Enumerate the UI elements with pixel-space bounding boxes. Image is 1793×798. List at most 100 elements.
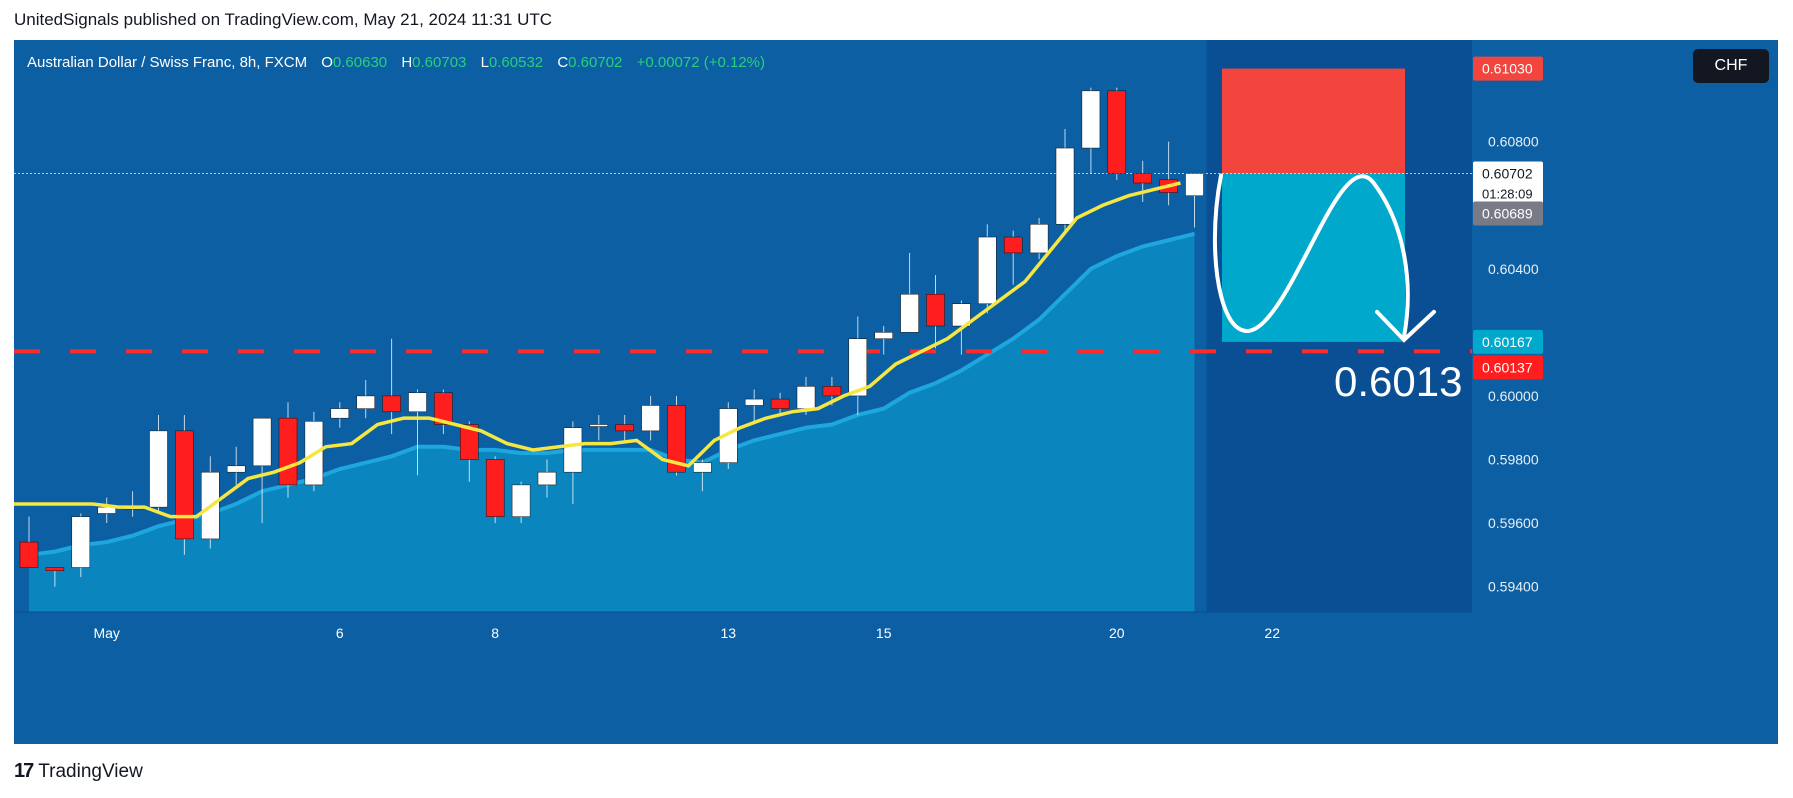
stop-loss-zone [1222,68,1405,174]
x-tick-label: 8 [491,625,499,641]
projection-curve-arrow [1212,173,1410,339]
secondary-price-tag: 0.60689 [1473,201,1543,226]
price-chart[interactable]: 0.6013 0.59400 0.59600 0.59800 0.60000 0.6040… [14,40,1778,744]
symbol-title[interactable]: Australian Dollar / Swiss Franc, 8h, FXC… [27,54,308,71]
stop-price-tag-text: 0.61030 [1482,61,1533,77]
take-profit-zone [1222,173,1405,342]
candle [382,338,401,435]
candle [1029,217,1049,260]
candle [848,316,868,415]
candle [434,389,453,435]
candle-body [434,392,453,425]
candle [770,392,790,415]
secondary-price-tag-bg [1473,201,1543,226]
stop-price-tag: 0.61030 [1473,56,1543,81]
candle-body [252,417,272,467]
candle [978,224,997,314]
countdown-text: 01:28:09 [1482,186,1533,201]
candle-body [822,386,842,397]
candle-body [693,462,712,473]
candle-body [952,303,971,327]
target-line-tag: 0.60137 [1473,355,1543,380]
currency-button[interactable]: CHF [1693,49,1769,83]
candle-body [71,516,91,568]
close-label: C [557,54,569,71]
x-tick-label: 15 [876,625,892,641]
candle [667,395,686,476]
candle [744,389,764,422]
candle [537,459,557,498]
candle [175,414,194,555]
candle [589,414,609,441]
candle-body [45,567,65,571]
symbol-legend: Australian Dollar / Swiss Franc, 8h, FXC… [27,54,765,71]
candle-body [874,332,893,339]
candle [408,389,427,476]
x-tick-label: 22 [1264,625,1280,641]
candle [123,491,142,517]
target-line-text: 0.60137 [1482,359,1533,375]
candle-body [408,392,427,413]
candle-body [460,424,479,460]
candle [1003,230,1023,285]
candle-body [382,395,401,413]
candle [485,456,505,524]
open-label: O [321,54,333,71]
candle-body [19,541,39,568]
high-value: 0.60703 [412,54,467,71]
candle-body [796,386,816,409]
target-zone-tag-text: 0.60167 [1482,334,1533,350]
stop-price-tag-bg [1473,56,1543,81]
candle [330,402,350,428]
candle-body [1185,173,1204,196]
y-tick-label: 0.60400 [1488,261,1539,277]
candle-body [978,236,997,305]
candle [149,414,168,514]
candle [693,459,712,492]
candle-body [330,408,350,419]
candle-body [1029,224,1049,254]
candle-body [615,424,634,432]
candle-body [848,338,868,397]
footer-brand: 17 TradingView [14,760,143,783]
candle-body [1081,90,1101,149]
candle [1133,160,1152,203]
candle-body [1055,147,1075,225]
x-tick-label: May [93,625,119,641]
candle-body [537,471,557,486]
open-value: 0.60630 [332,54,388,71]
y-tick-label: 0.60800 [1488,134,1539,150]
candle [719,402,738,469]
candle [71,513,91,578]
last-price-text: 0.60702 [1482,165,1533,181]
last-price-tag: 0.60702 01:28:09 [1473,161,1543,206]
target-annotation: 0.6013 [1334,358,1462,405]
candle [356,380,375,419]
candle-body [900,293,919,333]
candle [45,567,65,587]
target-zone-tag: 0.60167 [1473,329,1543,354]
x-tick-label: 13 [721,625,737,641]
candle-body [641,405,660,432]
secondary-price-text: 0.60689 [1482,205,1533,221]
x-tick-label: 20 [1109,625,1125,641]
ma-area-line [28,231,1195,557]
candle [1107,87,1127,180]
candle [874,326,893,355]
candle [1185,173,1204,228]
high-label: H [401,54,413,71]
candle-body [278,417,298,486]
y-tick-label: 0.59600 [1488,515,1539,531]
publisher-header: UnitedSignals published on TradingView.c… [14,10,553,29]
candle-body [1003,236,1023,254]
candle [926,275,945,349]
candle [641,395,660,441]
low-value: 0.60532 [488,54,544,71]
y-tick-label: 0.59800 [1488,451,1539,467]
close-value: 0.60702 [568,54,623,71]
candle-body [149,430,168,508]
target-line-tag-bg [1473,355,1543,380]
arrow-head-icon [1375,309,1436,343]
candle [226,446,246,485]
ma-area-fill [29,233,1195,612]
